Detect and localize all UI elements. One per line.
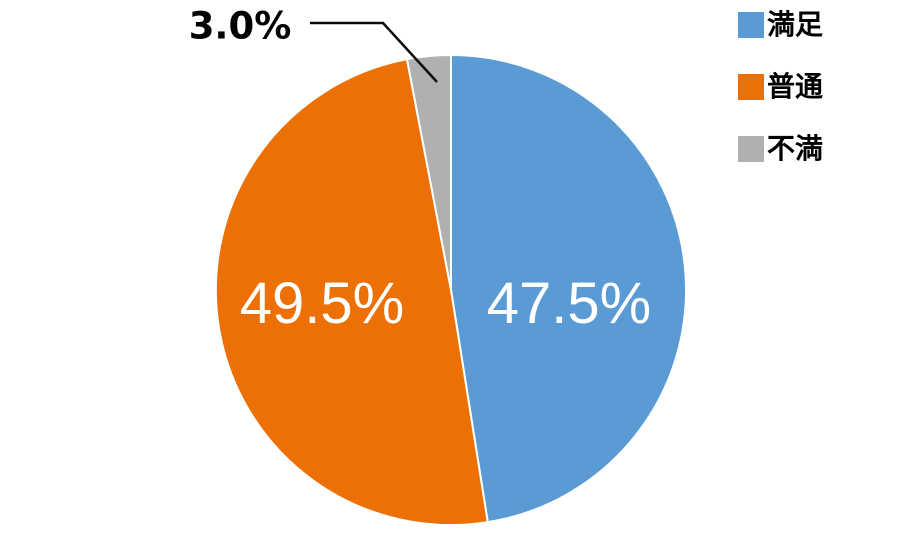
slice-value-label-manzoku: 47.5%	[486, 271, 652, 336]
pie-slices-group	[214, 53, 688, 527]
pie-slice-満足	[450, 53, 688, 524]
legend: 満足 普通 不満	[738, 9, 824, 198]
pie-slice-不満	[405, 53, 452, 291]
legend-swatch-icon	[738, 12, 764, 38]
legend-label: 満足	[767, 9, 824, 40]
legend-swatch-icon	[738, 74, 764, 100]
callout-leader-line	[310, 21, 438, 83]
legend-label: 不満	[767, 133, 824, 164]
legend-swatch-icon	[738, 136, 764, 162]
legend-label: 普通	[767, 71, 824, 102]
legend-item-不満: 不満	[738, 133, 824, 164]
legend-item-普通: 普通	[738, 71, 824, 102]
pie-slice-普通	[214, 57, 489, 527]
callout-value-label-fuman: 3.0%	[188, 4, 292, 48]
slice-value-label-futsuu: 49.5%	[239, 271, 405, 336]
legend-item-満足: 満足	[738, 9, 824, 40]
